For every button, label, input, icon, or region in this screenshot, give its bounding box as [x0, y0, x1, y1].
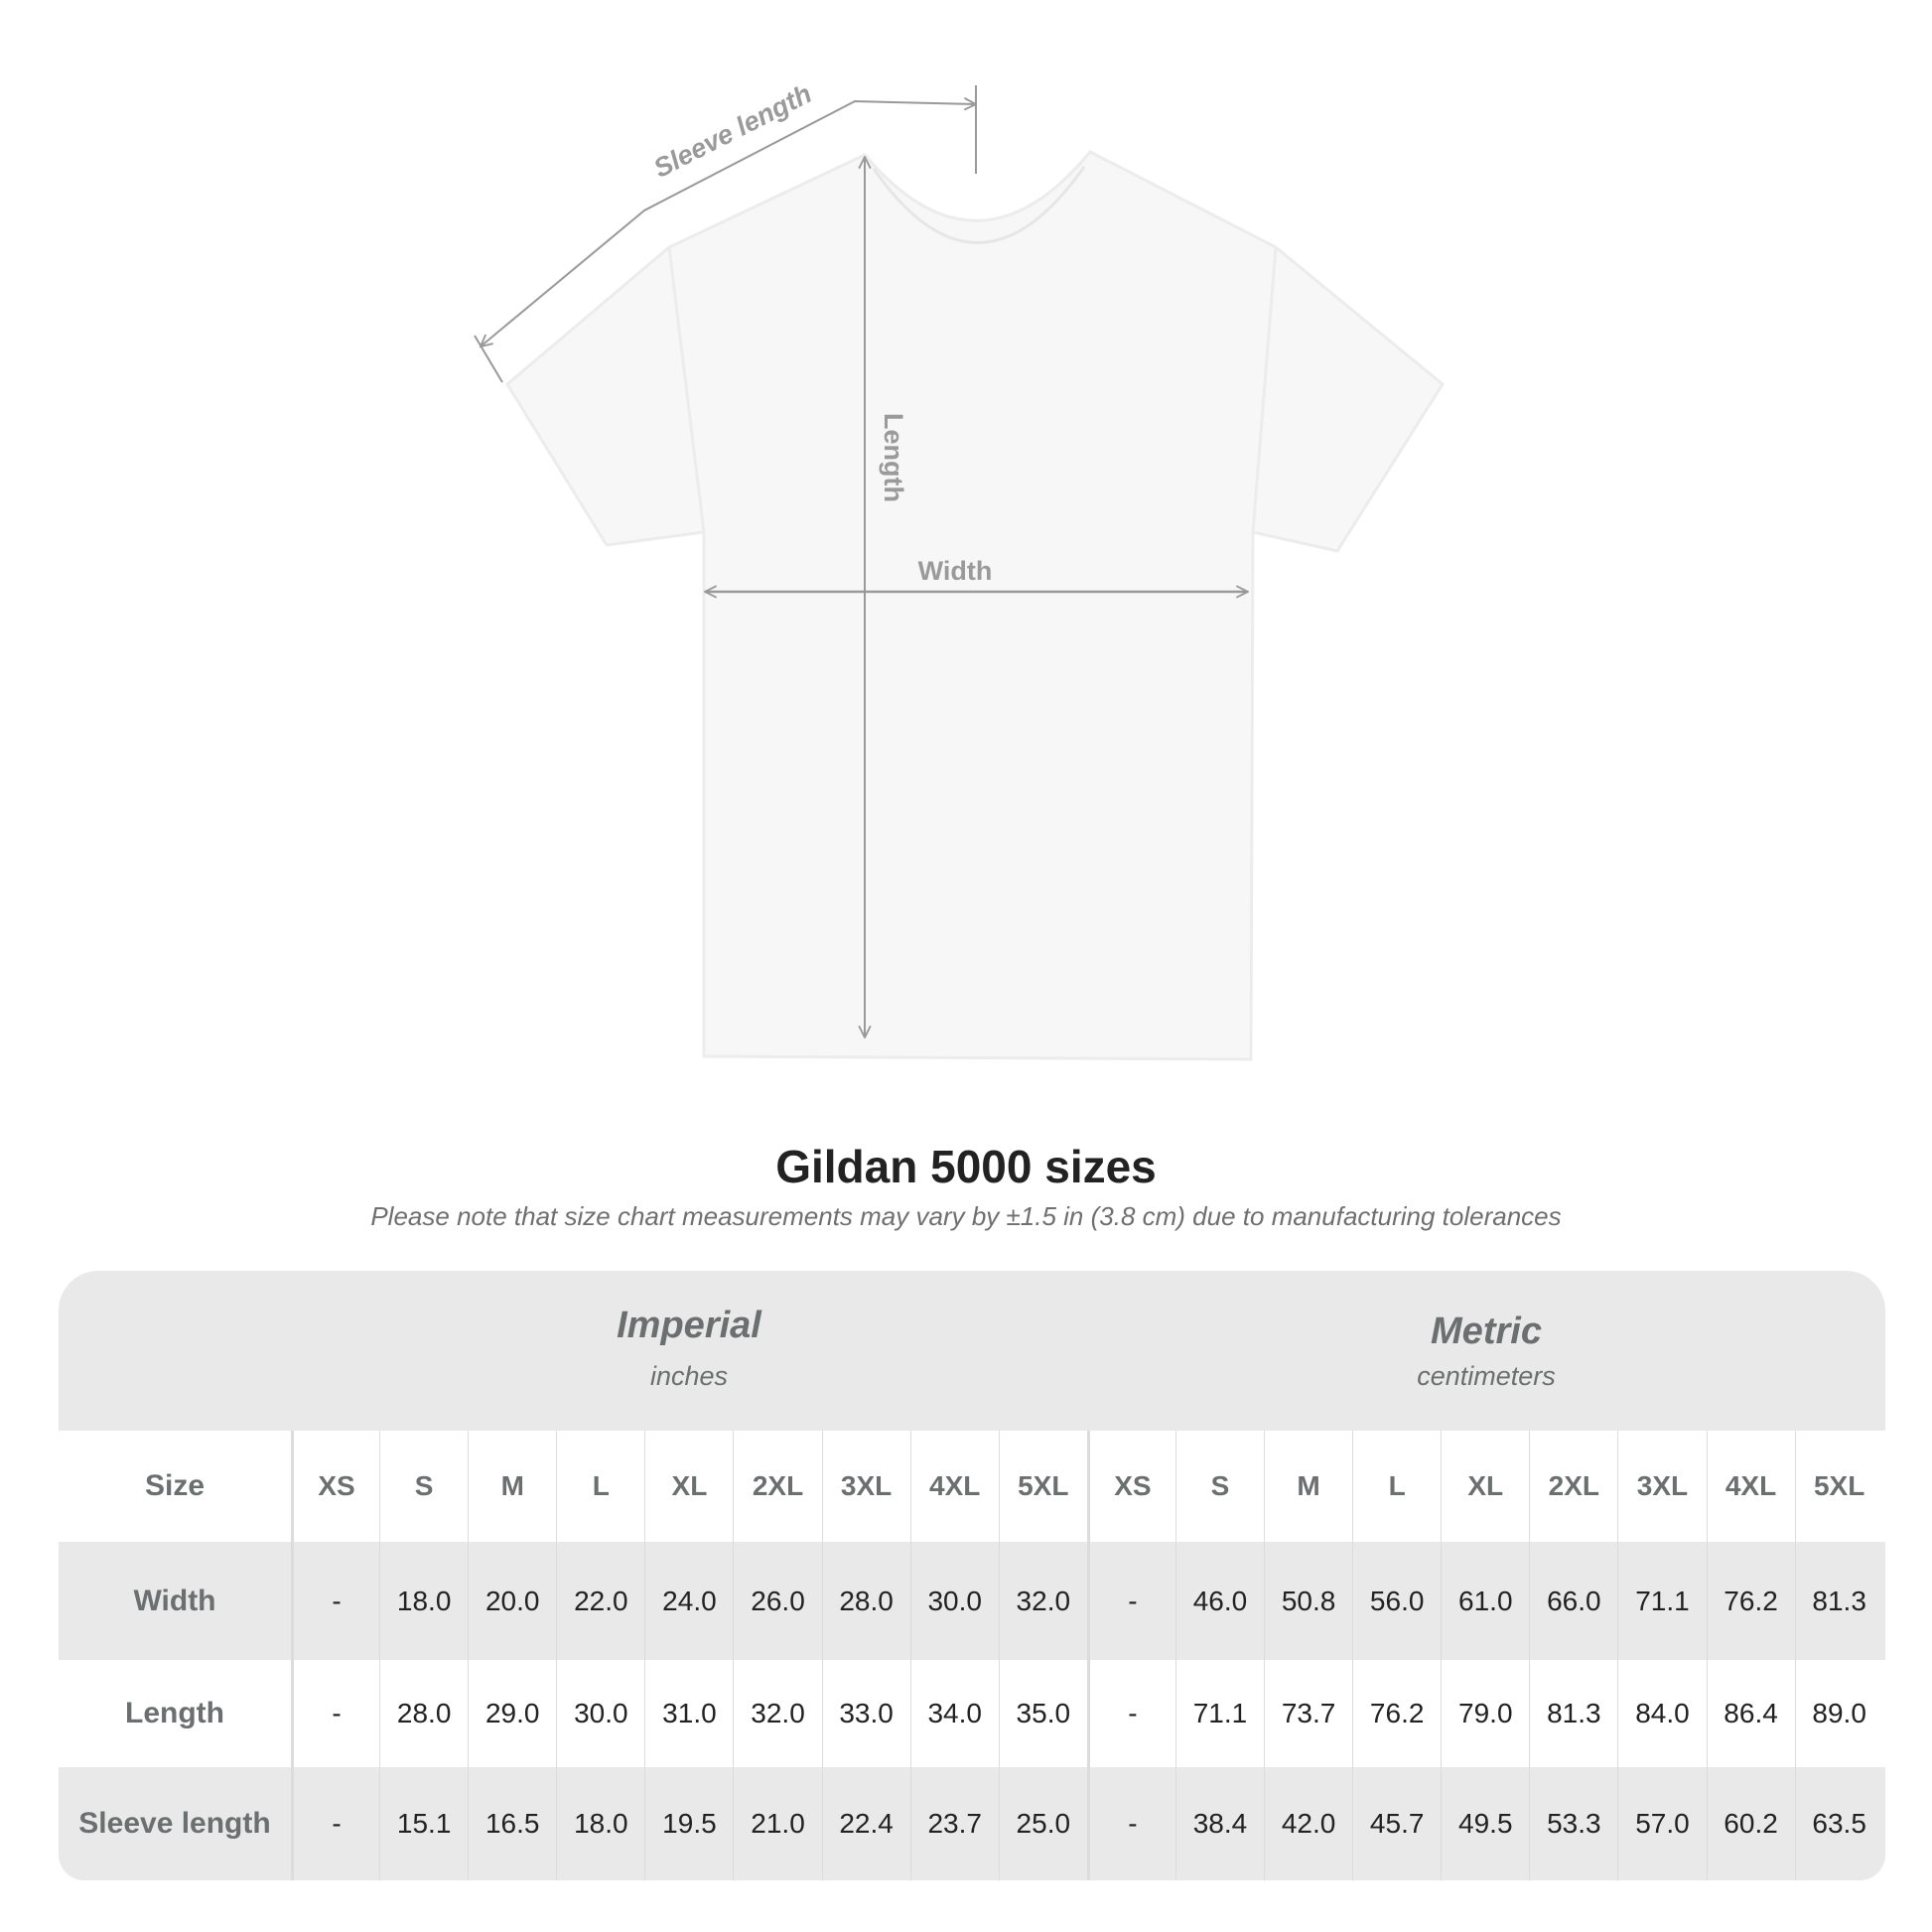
imperial-size-header: L [556, 1431, 644, 1542]
metric-title: Metric [1431, 1311, 1542, 1352]
metric-unit: centimeters [1417, 1361, 1556, 1391]
imperial-size-header: 4XL [909, 1431, 999, 1542]
metric-value-cell: 63.5 [1794, 1767, 1883, 1880]
metric-value-cell: 71.1 [1617, 1542, 1706, 1660]
imperial-unit: inches [649, 1361, 729, 1391]
metric-value-cell: 73.7 [1264, 1660, 1352, 1767]
imperial-size-header: 2XL [733, 1431, 821, 1542]
imperial-value-cell: 18.0 [556, 1767, 644, 1880]
right-sleeve-seam [1251, 246, 1278, 533]
imperial-value-cell: 34.0 [909, 1660, 999, 1767]
metric-value-cell: 76.2 [1352, 1660, 1441, 1767]
row-label: Sleeve length [78, 1807, 271, 1840]
metric-value-cell: 81.3 [1529, 1660, 1617, 1767]
metric-value-cell: 79.0 [1441, 1660, 1529, 1767]
imperial-size-header: XS [291, 1431, 379, 1542]
imperial-size-header: M [468, 1431, 556, 1542]
imperial-value-cell: 19.5 [644, 1767, 733, 1880]
page-title: Gildan 5000 sizes [775, 1141, 1157, 1192]
metric-value-cell: 81.3 [1794, 1542, 1883, 1660]
metric-value-cell: 50.8 [1264, 1542, 1352, 1660]
table-row: Sleeve length -15.1 16.5 18.0 19.5 21.0 22.4 23… [59, 1767, 1885, 1880]
metric-value-cell: 61.0 [1441, 1542, 1529, 1660]
metric-value-cell: 49.5 [1441, 1767, 1529, 1880]
tshirt-diagram: Sleeve length Length Width [474, 78, 1445, 1061]
metric-size-header: 3XL [1617, 1431, 1706, 1542]
metric-value-cell: 45.7 [1352, 1767, 1441, 1880]
metric-value-cell: 53.3 [1529, 1767, 1617, 1880]
imperial-size-header: 5XL [998, 1431, 1087, 1542]
sleeve-tick-left [474, 335, 503, 383]
metric-value-cell: 71.1 [1174, 1660, 1264, 1767]
table-row: Width -18.0 20.0 22.0 24.0 26.0 28.0 30.0 32.0-4… [59, 1542, 1885, 1660]
metric-size-header: L [1352, 1431, 1441, 1542]
imperial-value-cell: - [291, 1660, 379, 1767]
imperial-value-cell: 33.0 [821, 1660, 910, 1767]
metric-value-cell: - [1086, 1660, 1175, 1767]
table-row: Length -28.0 29.0 30.0 31.0 32.0 33.0 34.0 35.0-… [59, 1660, 1885, 1767]
metric-value-cell: 66.0 [1529, 1542, 1617, 1660]
metric-value-cell: 38.4 [1174, 1767, 1264, 1880]
imperial-value-cell: 25.0 [998, 1767, 1087, 1880]
imperial-value-cell: 32.0 [733, 1660, 821, 1767]
imperial-title: Imperial [617, 1305, 761, 1346]
metric-value-cell: 86.4 [1706, 1660, 1795, 1767]
metric-size-header: 4XL [1706, 1431, 1795, 1542]
imperial-value-cell: 18.0 [379, 1542, 468, 1660]
metric-size-header: M [1264, 1431, 1352, 1542]
metric-size-header: S [1174, 1431, 1264, 1542]
imperial-value-cell: 30.0 [909, 1542, 999, 1660]
imperial-value-cell: 20.0 [468, 1542, 556, 1660]
metric-size-header: 5XL [1794, 1431, 1883, 1542]
row-label: Width [133, 1584, 216, 1617]
metric-value-cell: - [1086, 1542, 1175, 1660]
imperial-value-cell: 32.0 [998, 1542, 1087, 1660]
row-label: Length [125, 1697, 224, 1729]
metric-value-cell: 56.0 [1352, 1542, 1441, 1660]
imperial-value-cell: 15.1 [379, 1767, 468, 1880]
imperial-value-cell: 29.0 [468, 1660, 556, 1767]
size-header-row: Size XS S M L XL 2XL 3XL 4XL 5XL XS S M L XL 2XL 3XL 4XL 5… [59, 1431, 1885, 1542]
metric-value-cell: 60.2 [1706, 1767, 1795, 1880]
metric-value-cell: - [1086, 1767, 1175, 1880]
imperial-value-cell: 23.7 [909, 1767, 999, 1880]
size-table: Imperial inches Metric centimeters Size X… [59, 1271, 1885, 1880]
metric-value-cell: 76.2 [1706, 1542, 1795, 1660]
imperial-value-cell: 28.0 [821, 1542, 910, 1660]
imperial-value-cell: - [291, 1542, 379, 1660]
imperial-size-header: 3XL [821, 1431, 910, 1542]
metric-value-cell: 89.0 [1794, 1660, 1883, 1767]
imperial-size-header: XL [644, 1431, 733, 1542]
sleeve-length-line [481, 101, 976, 346]
metric-value-cell: 84.0 [1617, 1660, 1706, 1767]
imperial-value-cell: 26.0 [733, 1542, 821, 1660]
imperial-size-header: S [379, 1431, 468, 1542]
imperial-value-cell: 22.0 [556, 1542, 644, 1660]
row-label: Size [144, 1469, 206, 1502]
metric-header: Metric centimeters [1087, 1271, 1885, 1431]
imperial-value-cell: 35.0 [998, 1660, 1087, 1767]
imperial-value-cell: 24.0 [644, 1542, 733, 1660]
metric-size-header: XS [1086, 1431, 1175, 1542]
imperial-value-cell: 28.0 [379, 1660, 468, 1767]
imperial-header: Imperial inches [291, 1271, 1087, 1431]
metric-value-cell: 46.0 [1174, 1542, 1264, 1660]
length-label: Length [879, 413, 908, 502]
tshirt-shape [505, 150, 1445, 1061]
metric-value-cell: 57.0 [1617, 1767, 1706, 1880]
metric-size-header: XL [1441, 1431, 1529, 1542]
imperial-value-cell: 22.4 [821, 1767, 910, 1880]
metric-value-cell: 42.0 [1264, 1767, 1352, 1880]
width-label: Width [918, 556, 993, 586]
imperial-value-cell: 31.0 [644, 1660, 733, 1767]
imperial-value-cell: 30.0 [556, 1660, 644, 1767]
imperial-value-cell: 16.5 [468, 1767, 556, 1880]
imperial-value-cell: 21.0 [733, 1767, 821, 1880]
metric-size-header: 2XL [1529, 1431, 1617, 1542]
imperial-value-cell: - [291, 1767, 379, 1880]
tolerance-note: Please note that size chart measurements… [370, 1201, 1562, 1231]
sleeve-length-label: Sleeve length [649, 78, 817, 184]
